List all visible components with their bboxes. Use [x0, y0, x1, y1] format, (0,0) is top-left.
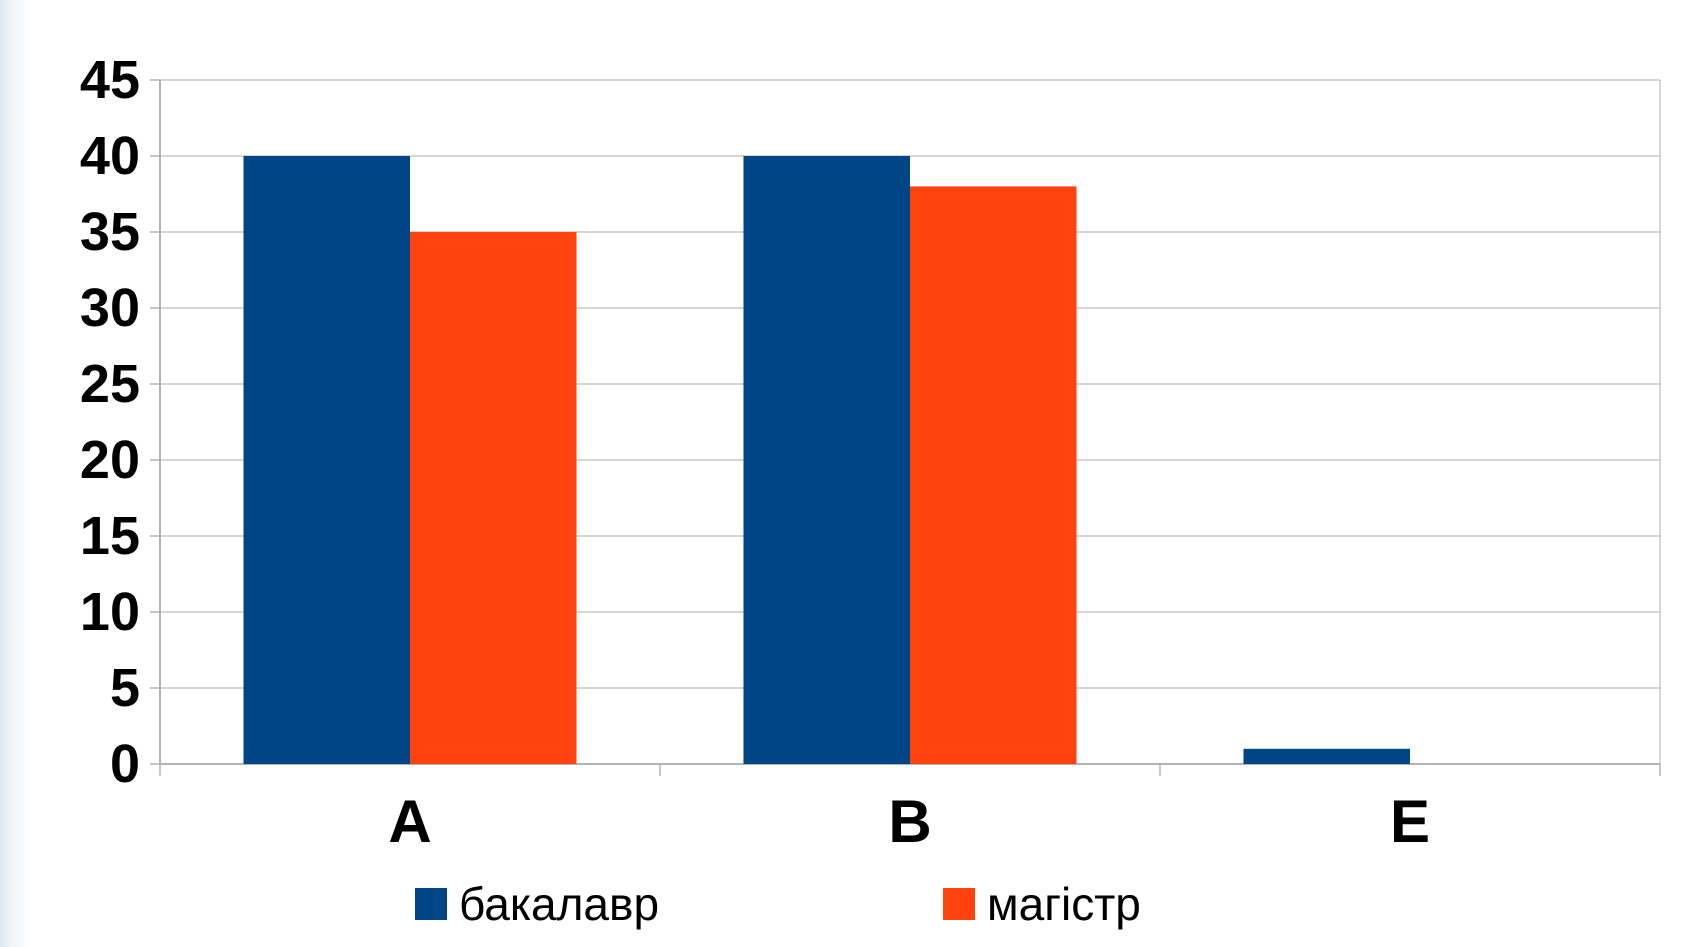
y-tick-label: 10: [80, 582, 140, 642]
y-tick-label: 20: [80, 430, 140, 490]
bar-b-series-1: [743, 156, 910, 764]
y-tick-label: 0: [110, 734, 140, 794]
legend-label: магістр: [987, 878, 1141, 930]
y-tick-label: 35: [80, 202, 140, 262]
y-tick-label: 40: [80, 126, 140, 186]
bar-e-series-1: [1243, 748, 1410, 764]
legend: бакалавр магістр: [415, 878, 1141, 930]
x-category-label: E: [1390, 788, 1430, 855]
y-axis-tick-labels: 0 5 10 15 20 25 30 35 40 45: [80, 50, 140, 794]
y-tick-label: 5: [110, 658, 140, 718]
x-category-label: A: [388, 788, 431, 855]
bar-a-series-1: [243, 156, 410, 764]
x-category-label: B: [888, 788, 931, 855]
y-tick-label: 15: [80, 506, 140, 566]
y-tick-label: 45: [80, 50, 140, 110]
legend-swatch: [415, 888, 447, 920]
y-tick-label: 25: [80, 354, 140, 414]
legend-label: бакалавр: [459, 878, 659, 930]
y-tick-label: 30: [80, 278, 140, 338]
legend-swatch: [943, 888, 975, 920]
bars: [243, 156, 1410, 764]
bar-a-series-2: [410, 232, 577, 764]
bar-b-series-2: [910, 186, 1077, 764]
